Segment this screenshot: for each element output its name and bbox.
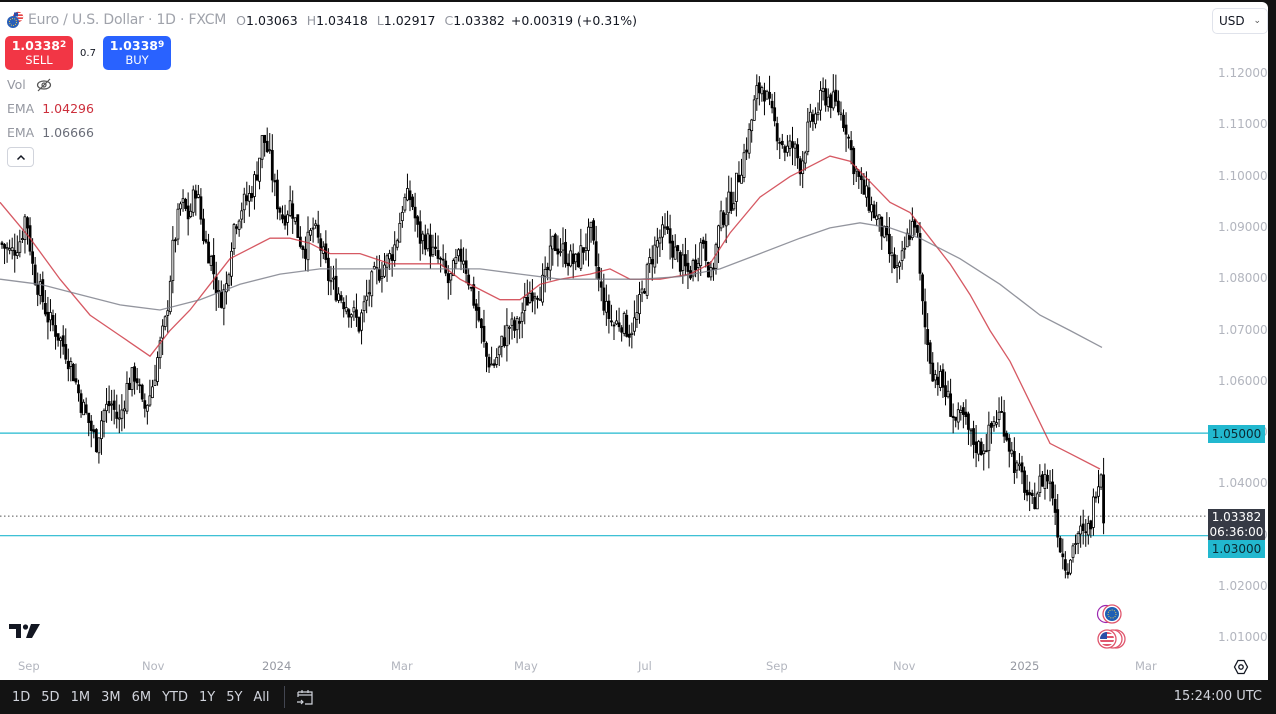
- go-to-date-button[interactable]: [295, 687, 315, 707]
- sell-price: 1.0338: [11, 38, 60, 53]
- tradingview-logo[interactable]: [9, 622, 41, 640]
- range-6m[interactable]: 6M: [131, 689, 152, 705]
- price-axis-label: 1.09000: [1218, 219, 1268, 234]
- indicator-value: 1.06666: [42, 125, 94, 140]
- range-1y[interactable]: 1Y: [198, 689, 216, 705]
- price-axis-label: 1.02000: [1218, 579, 1268, 593]
- price-axis-label: 1.12000: [1218, 66, 1268, 80]
- ema-slow-line: [0, 222, 1103, 348]
- open-key: O: [236, 12, 247, 28]
- price-axis-label: 1.08000: [1218, 271, 1268, 286]
- time-axis-label: Nov: [893, 659, 916, 673]
- hline-label-1-05: 1.05000: [1208, 425, 1265, 443]
- indicator-ema-fast[interactable]: EMA 1.04296: [7, 101, 94, 116]
- time-axis-label: Sep: [18, 659, 40, 673]
- close-key: C: [444, 12, 454, 28]
- sell-price-fraction: 2: [59, 40, 67, 50]
- range-5d[interactable]: 5D: [41, 689, 60, 705]
- open-value: 1.03063: [246, 12, 298, 28]
- price-axis-label: 1.04000: [1218, 476, 1268, 491]
- last-price: 1.03382: [1211, 510, 1262, 524]
- time-axis-label: Mar: [391, 659, 413, 673]
- range-1m[interactable]: 1M: [70, 689, 91, 705]
- ema-fast-line: [0, 155, 1101, 470]
- time-axis-label: 2024: [262, 659, 292, 673]
- currency-value: USD: [1219, 14, 1245, 28]
- indicator-name: EMA: [7, 125, 35, 140]
- spread-value: 0.7: [80, 47, 96, 59]
- chevron-up-icon: [16, 154, 25, 160]
- range-3m[interactable]: 3M: [101, 689, 121, 705]
- eur-event-icon: [1096, 604, 1122, 624]
- time-axis-label: Mar: [1135, 659, 1157, 673]
- usd-event-icon: [1097, 629, 1126, 649]
- trade-buttons: 1.03382 SELL 0.7 1.03389 BUY: [5, 36, 171, 70]
- change-value: +0.00319 (+0.31%): [510, 12, 637, 28]
- price-axis-label: 1.11000: [1218, 117, 1268, 132]
- settings-gear-icon: [1233, 659, 1249, 675]
- currency-select[interactable]: USD ⌄: [1212, 8, 1268, 34]
- symbol-legend: Euro / U.S. Dollar · 1D · FXCM O1.03063 …: [6, 11, 637, 29]
- time-axis-label: Sep: [766, 659, 788, 673]
- time-axis-label: Jul: [638, 659, 652, 673]
- high-value: 1.03418: [316, 12, 368, 28]
- bar-countdown: 06:36:00: [1209, 525, 1264, 539]
- range-5y[interactable]: 5Y: [226, 689, 243, 705]
- chevron-down-icon: ⌄: [1253, 16, 1261, 26]
- time-axis-label: May: [514, 659, 538, 673]
- indicator-name: Vol: [7, 77, 26, 92]
- buy-label: BUY: [125, 53, 149, 67]
- range-all[interactable]: All: [253, 689, 270, 705]
- sell-button[interactable]: 1.03382 SELL: [5, 36, 73, 70]
- price-axis-label: 1.01000: [1218, 630, 1268, 645]
- indicator-volume[interactable]: Vol: [7, 77, 52, 92]
- indicator-value: 1.04296: [42, 101, 94, 116]
- bottom-toolbar: 1D 5D 1M 3M 6M YTD 1Y 5Y All 15:24:00 UT…: [0, 680, 1276, 714]
- sell-label: SELL: [25, 53, 53, 67]
- buy-price: 1.0338: [109, 38, 158, 53]
- range-ytd[interactable]: YTD: [162, 689, 188, 705]
- calendar-goto-icon: [296, 690, 313, 705]
- buy-button[interactable]: 1.03389 BUY: [103, 36, 171, 70]
- time-axis-label: 2025: [1010, 659, 1040, 673]
- ohlc-values: O1.03063 H1.03418 L1.02917 C1.03382: [236, 13, 505, 28]
- close-value: 1.03382: [453, 12, 505, 28]
- symbol-title[interactable]: Euro / U.S. Dollar · 1D · FXCM: [28, 12, 227, 28]
- buy-price-fraction: 9: [157, 40, 165, 50]
- eye-off-icon[interactable]: [36, 78, 52, 92]
- chart-frame: Euro / U.S. Dollar · 1D · FXCM O1.03063 …: [0, 2, 1268, 680]
- price-axis-label: 1.07000: [1218, 322, 1268, 337]
- price-axis-label: 1.10000: [1218, 168, 1268, 183]
- low-value: 1.02917: [383, 12, 436, 28]
- time-axis-label: Nov: [142, 659, 165, 673]
- last-price-label: 1.03382 06:36:00: [1208, 509, 1265, 540]
- utc-clock[interactable]: 15:24:00 UTC: [1173, 689, 1262, 704]
- price-axis-label: 1.06000: [1218, 373, 1268, 388]
- range-1d[interactable]: 1D: [12, 689, 31, 705]
- collapse-indicators-button[interactable]: [7, 147, 34, 167]
- toolbar-divider: [283, 686, 285, 708]
- candles: [0, 74, 1105, 579]
- indicator-ema-slow[interactable]: EMA 1.06666: [7, 125, 94, 140]
- low-key: L: [376, 12, 384, 28]
- chart-settings-button[interactable]: [1233, 659, 1249, 675]
- economic-events[interactable]: [1093, 604, 1127, 650]
- hline-label-1-03: 1.03000: [1208, 540, 1265, 558]
- high-key: H: [306, 12, 317, 28]
- eur-usd-flag-icon: [6, 11, 24, 29]
- price-chart-canvas[interactable]: [0, 2, 1208, 657]
- indicator-name: EMA: [7, 101, 35, 116]
